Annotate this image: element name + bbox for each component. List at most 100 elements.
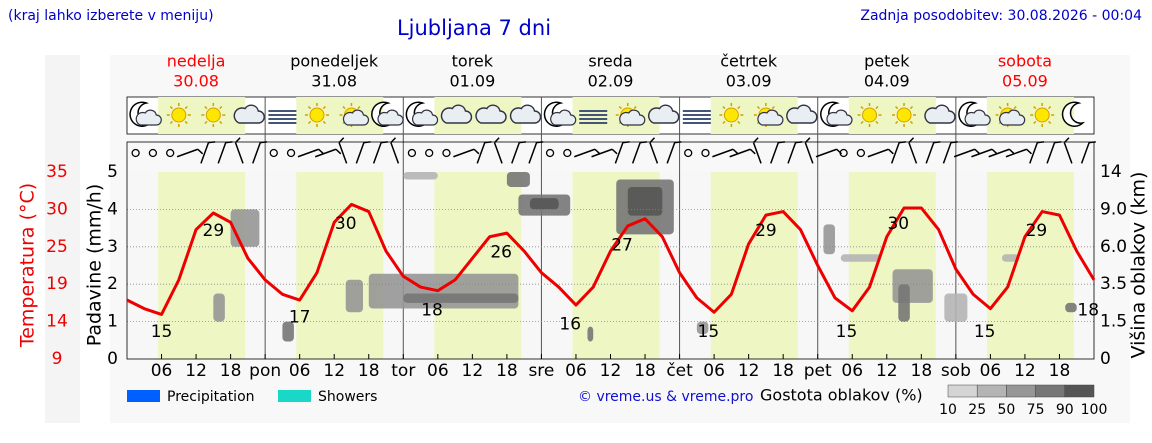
wind-barb [908, 137, 918, 164]
daylight [434, 172, 522, 359]
wind-barb [297, 148, 325, 158]
barb [953, 148, 981, 158]
day-name: petek [864, 52, 910, 71]
daylight [986, 172, 1074, 359]
x-tick-label: čet [666, 361, 693, 381]
y-tick-label: 0 [107, 349, 118, 369]
wind-calm [684, 148, 693, 158]
wind-barb [925, 141, 941, 164]
ray [219, 105, 223, 110]
ray [204, 106, 208, 110]
wind-calm [425, 148, 434, 158]
day-date: 01.09 [449, 72, 495, 91]
weather-icon [405, 101, 439, 127]
wind-barb [614, 141, 630, 164]
wind-barb [314, 148, 342, 158]
barb [252, 141, 268, 164]
weather-icon [304, 102, 329, 128]
temperature-line [126, 202, 1096, 316]
wind-calm [286, 148, 296, 158]
weather-icon [719, 102, 744, 128]
y2-tick-label: 30 [46, 199, 68, 219]
wind-barb [649, 137, 659, 164]
x-tick-label: 06 [980, 361, 1002, 381]
wind-barb [390, 137, 400, 164]
wind-barb [890, 141, 906, 164]
ray [322, 105, 326, 110]
ray [737, 120, 741, 125]
wind-barb [770, 141, 786, 164]
x-tick-label: 18 [911, 361, 933, 381]
ray [1013, 105, 1017, 110]
cloud [233, 104, 265, 124]
daylight [158, 172, 246, 359]
sun [723, 107, 739, 123]
wind-barb [867, 148, 894, 158]
weather-icon [1030, 102, 1055, 128]
daylight [710, 172, 798, 359]
wind-calm [701, 148, 710, 158]
weather-icon [892, 102, 917, 128]
barb [666, 141, 682, 164]
density-title: Gostota oblakov (%) [760, 386, 923, 405]
temperature-extreme: 16 [559, 315, 581, 335]
cloud [924, 104, 956, 124]
cloud-cell [403, 293, 519, 303]
x-tick-label: 12 [876, 361, 898, 381]
cloud [786, 104, 818, 124]
wind-barb [493, 137, 503, 164]
density-label: 50 [997, 402, 1015, 418]
barb [1005, 148, 1033, 158]
barb [867, 148, 894, 158]
weather-icon [958, 101, 991, 127]
wind-barb [338, 137, 348, 164]
barb [631, 141, 647, 164]
ray [860, 120, 864, 125]
barb [614, 141, 630, 164]
x-tick-label: tor [391, 361, 415, 381]
cloud [377, 109, 404, 126]
x-tick-label: 18 [772, 361, 794, 381]
y2-tick-label: 19 [46, 274, 68, 294]
ray [357, 105, 361, 110]
x-tick-label: 06 [565, 361, 587, 381]
wind-barb [712, 148, 739, 158]
y2-tick-label: 9 [52, 349, 63, 369]
cloud-cell [506, 172, 530, 187]
wind-calm [839, 148, 848, 158]
barb [1029, 141, 1045, 164]
y-tick-label: 2 [107, 274, 118, 294]
barb [511, 141, 527, 164]
weather-icon [233, 104, 265, 124]
x-tick-label: 12 [185, 361, 207, 381]
barb [476, 141, 492, 164]
wind-barb [666, 141, 682, 164]
moon [1061, 101, 1086, 127]
cloud [964, 109, 991, 126]
temperature-extreme: 15 [151, 322, 173, 342]
y-tick-label: 1 [107, 312, 118, 332]
wind-calm [856, 148, 866, 158]
title: Ljubljana 7 dni [397, 16, 551, 40]
wind-barb [1080, 141, 1096, 164]
density-label: 90 [1056, 402, 1074, 418]
wind-barb [729, 148, 756, 158]
cloud [411, 109, 439, 126]
weather-icon [615, 102, 646, 128]
barb [925, 141, 941, 164]
barb [988, 148, 1015, 158]
y2-tick-label: 14 [46, 312, 68, 332]
y2-tick-label: 25 [46, 237, 68, 257]
wind-barb [372, 141, 388, 164]
cloud-cell [282, 321, 294, 342]
weather-icon [820, 101, 853, 127]
day-date: 04.09 [864, 72, 910, 91]
wind-calm [545, 148, 555, 158]
ray [322, 120, 326, 125]
weather-icon [682, 110, 711, 124]
barb [942, 141, 958, 164]
day-date: 05.09 [1002, 72, 1048, 91]
y-tick-label: 5 [107, 162, 118, 182]
wind-calm [148, 148, 158, 158]
left-strip [45, 55, 80, 423]
